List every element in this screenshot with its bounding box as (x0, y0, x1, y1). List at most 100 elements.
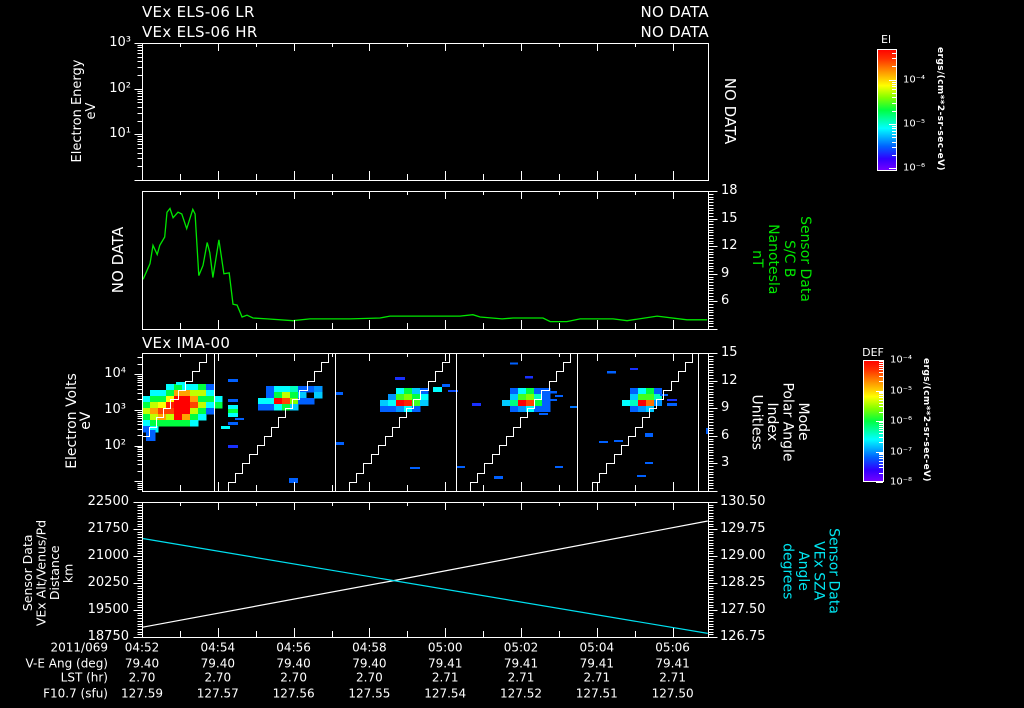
orbit-right-label-line: VEx SZA (810, 541, 827, 601)
ima-right-label-line: Unitless (748, 394, 765, 450)
ima-right-y-tick-label: 15 (721, 345, 738, 360)
mag-y-ticks (708, 191, 718, 330)
time-table-cell-time: 04:52 (124, 640, 160, 655)
ima-spectrogram-cells (142, 362, 708, 483)
mag-y-tick-label: 18 (721, 183, 738, 198)
mag-right-axis-label: Sensor Data S/C B Nanotesla nT (749, 216, 813, 302)
time-table-cell-time: 04:56 (276, 640, 311, 655)
def-colorbar-tick-label: 10⁻⁷ (890, 446, 913, 457)
orbit-left-y-ticks (133, 502, 143, 638)
els-panel-frame (142, 43, 709, 181)
els-x-ticks (180, 43, 674, 180)
def-colorbar-units: ergs/(cm**2-sr-sec-eV) (921, 358, 931, 482)
mag-x-ticks (180, 191, 674, 329)
ima-y-axis-label: Electron Volts eV (64, 373, 94, 469)
ima-y-tick-label: 10⁴ (104, 366, 126, 382)
def-colorbar-title: DEF (862, 346, 884, 359)
time-table-cell-time: 05:02 (503, 640, 539, 655)
orbit-right-axis-label: Sensor Data VEx SZA Angle degrees (779, 528, 842, 614)
time-table-cell-ve_ang: 79.41 (503, 656, 539, 671)
time-table-cell-ve_ang: 79.41 (579, 656, 614, 671)
el-colorbar-units: ergs/(cm**2-sr-sec-eV) (935, 47, 945, 171)
orbit-right-label-line: Sensor Data (825, 528, 842, 614)
orbit-right-y-tick-label: 130.50 (720, 494, 766, 509)
els-no-data-text: NO DATA (721, 77, 739, 145)
ima-polar-angle-trace (142, 353, 700, 491)
ima-y-ticks (134, 357, 143, 490)
time-table-cell-f107: 127.55 (348, 686, 391, 701)
orbit-left-axis-label: Sensor Data VEx Alt/Venus/Pd Distance km (20, 519, 76, 627)
ima-mode-trace (214, 353, 699, 491)
time-table-cell-time: 04:54 (200, 640, 236, 655)
time-table-cell-f107: 127.50 (651, 686, 694, 701)
time-table-row-label: V-E Ang (deg) (25, 656, 108, 671)
mag-trace (142, 207, 708, 323)
ima-right-y-tick-label: 12 (721, 372, 738, 388)
time-table-cell-time: 05:00 (427, 640, 463, 655)
els-y-tick-label: 10² (109, 80, 131, 96)
el-colorbar-tick-label: 10⁻⁵ (903, 118, 926, 130)
time-table-row-label: LST (hr) (60, 670, 108, 685)
time-table-cell-f107: 127.57 (196, 686, 239, 701)
time-table-cell-lst: 2.71 (659, 670, 686, 685)
orbit-left-label-line: VEx Alt/Venus/Pd (33, 519, 49, 627)
el-colorbar-tick-label: 10⁻⁶ (903, 162, 926, 174)
els-lr-title: VEx ELS-06 LR (142, 3, 255, 21)
mag-y-tick-label: 9 (721, 265, 730, 281)
time-table-cell-time: 05:04 (579, 640, 615, 655)
el-colorbar-tick-label: 10⁻⁴ (903, 74, 926, 86)
mag-panel-frame (142, 191, 709, 330)
mag-label-line: Nanotesla (765, 223, 781, 295)
ima-right-label-line: Index (764, 402, 780, 442)
ima-right-label-line: Mode (795, 402, 811, 442)
time-table-cell-lst: 2.71 (431, 670, 459, 685)
orbit-right-y-tick-label: 129.00 (720, 548, 766, 563)
ima-right-y-tick-label: 6 (721, 427, 730, 443)
ima-right-y-tick-label: 3 (721, 455, 730, 471)
orbit-right-y-tick-label: 129.75 (720, 521, 766, 536)
time-table-cell-f107: 127.59 (121, 686, 163, 701)
els-lr-status: NO DATA (640, 3, 709, 21)
els-y-axis-label: Electron Energy eV (70, 59, 99, 163)
distance-trace (141, 520, 708, 628)
orbit-left-y-tick-label: 21750 (87, 521, 129, 536)
ima-y-axis-label-line: Electron Volts (64, 373, 80, 469)
time-table-cell-lst: 2.70 (128, 670, 156, 685)
els-y-axis-label-line: Electron Energy (70, 59, 85, 163)
mag-label-line: nT (749, 250, 765, 268)
time-table-cell-lst: 2.70 (356, 670, 383, 685)
time-table-cell-f107: 127.54 (424, 686, 467, 701)
orbit-right-y-tick-label: 127.50 (720, 602, 766, 617)
time-table-cell-lst: 2.71 (507, 670, 535, 685)
time-table-cell-ve_ang: 79.41 (428, 656, 463, 671)
el-colorbar-units-text: ergs/(cm**2-sr-sec-eV) (935, 47, 945, 171)
orbit-right-y-ticks (708, 502, 718, 638)
time-table-row-label: F10.7 (sfu) (43, 686, 108, 701)
time-table-cell-ve_ang: 79.40 (352, 656, 387, 671)
sza-trace (141, 537, 708, 634)
orbit-left-y-tick-label: 18750 (87, 629, 129, 644)
ima-right-y-ticks (708, 353, 718, 492)
orbit-left-y-tick-label: 19500 (87, 602, 129, 617)
el-colorbar (877, 49, 897, 171)
ima-y-tick-label: 10³ (104, 402, 126, 418)
def-colorbar (863, 360, 884, 483)
els-y-tick-label: 10³ (109, 35, 131, 50)
orbit-right-y-tick-label: 128.25 (720, 575, 766, 590)
ima-title: VEx IMA-00 (142, 334, 231, 352)
els-no-data-label: NO DATA (721, 77, 739, 145)
def-colorbar-tick-label: 10⁻⁴ (890, 354, 913, 366)
time-table-cell-lst: 2.70 (204, 670, 232, 685)
els-hr-title: VEx ELS-06 HR (142, 23, 258, 41)
mag-y-tick-label: 6 (721, 293, 730, 309)
orbit-left-label-line: km (60, 563, 76, 583)
orbit-left-y-tick-label: 21000 (87, 548, 129, 563)
time-table-cell-f107: 127.51 (575, 686, 618, 701)
ima-right-label-line: Polar Angle (779, 382, 796, 462)
ima-x-ticks (180, 353, 674, 491)
orbit-panel-frame (142, 502, 709, 638)
els-y-axis-unit: eV (84, 102, 99, 120)
orbit-right-label-line: Angle (795, 551, 811, 591)
